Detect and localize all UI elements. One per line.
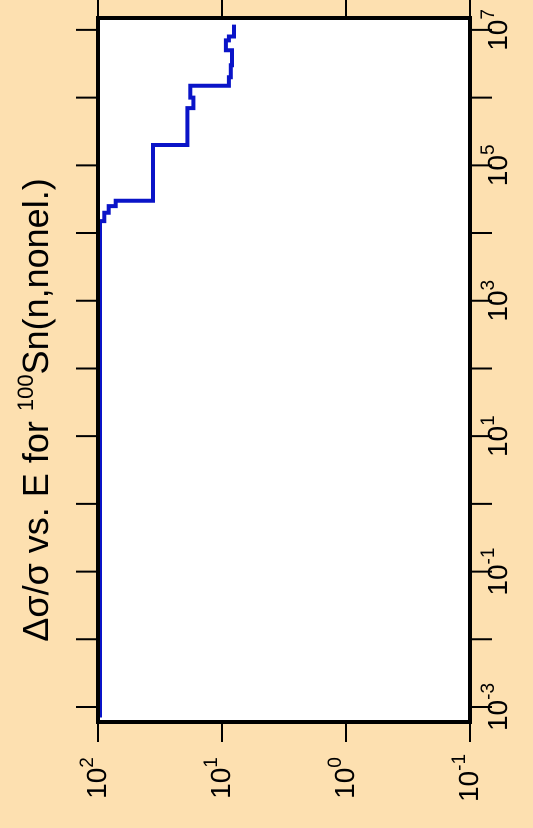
uncertainty-tick-exponent: 2 <box>77 757 98 768</box>
uncertainty-tick-base: 10 <box>205 768 236 799</box>
energy-tick-exponent: 3 <box>478 280 499 291</box>
chart-title-superscript: 100 <box>13 374 38 411</box>
energy-tick-label: 105 <box>478 144 513 186</box>
energy-tick-base: 10 <box>482 700 513 731</box>
chart-title-prefix: Δσ/σ vs. E for <box>15 411 56 642</box>
energy-tick-exponent: 5 <box>478 144 499 155</box>
uncertainty-series-line <box>98 24 236 718</box>
energy-tick-base: 10 <box>482 290 513 321</box>
energy-tick-exponent: -1 <box>478 548 499 565</box>
axis-ticks <box>76 0 492 742</box>
uncertainty-tick-base: 10 <box>81 768 112 799</box>
plot-frame <box>96 16 472 724</box>
energy-tick-base: 10 <box>482 155 513 186</box>
uncertainty-tick-label: 100 <box>325 757 360 799</box>
energy-tick-exponent: 7 <box>478 9 499 20</box>
uncertainty-tick-exponent: 0 <box>325 757 346 768</box>
chart-title: Δσ/σ vs. E for 100Sn(n,nonel.) <box>13 178 56 641</box>
uncertainty-tick-label: 102 <box>77 757 112 799</box>
plot-area <box>98 18 470 722</box>
energy-tick-label: 10-1 <box>478 548 513 596</box>
energy-tick-label: 103 <box>478 280 513 322</box>
uncertainty-tick-exponent: -1 <box>449 754 470 771</box>
uncertainty-tick-base: 10 <box>453 771 484 802</box>
energy-tick-base: 10 <box>482 564 513 595</box>
energy-tick-exponent: 1 <box>478 415 499 426</box>
energy-tick-label: 107 <box>478 9 513 51</box>
energy-tick-base: 10 <box>482 20 513 51</box>
uncertainty-tick-base: 10 <box>329 768 360 799</box>
uncertainty-tick-exponent: 1 <box>201 757 222 768</box>
energy-tick-label: 10-3 <box>478 683 513 731</box>
energy-tick-base: 10 <box>482 426 513 457</box>
uncertainty-tick-label: 101 <box>201 757 236 799</box>
energy-tick-label: 101 <box>478 415 513 457</box>
energy-tick-exponent: -3 <box>478 683 499 700</box>
chart-title-suffix: Sn(n,nonel.) <box>15 178 56 374</box>
uncertainty-tick-label: 10-1 <box>449 754 484 802</box>
